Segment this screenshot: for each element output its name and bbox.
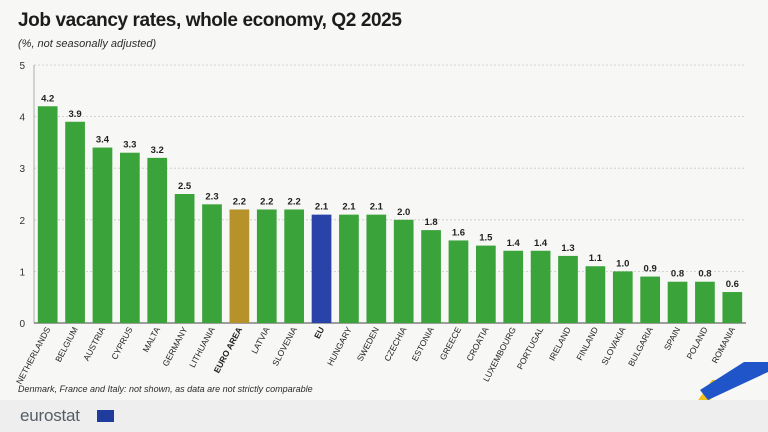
bar (366, 214, 387, 323)
data-label: 2.3 (205, 191, 218, 202)
data-label: 0.6 (726, 279, 739, 290)
bar (640, 276, 661, 323)
y-tick-label: 3 (19, 164, 25, 175)
bar (667, 281, 688, 323)
y-tick-label: 4 (19, 113, 25, 124)
data-label: 0.9 (644, 264, 657, 275)
data-label: 1.3 (561, 243, 574, 254)
y-tick-label: 1 (19, 267, 25, 278)
bar (174, 194, 195, 323)
data-label: 2.0 (397, 207, 410, 218)
data-label: 1.0 (616, 258, 629, 269)
bar (65, 121, 85, 323)
data-label: 3.3 (123, 140, 136, 151)
eurostat-logo: eurostat (20, 406, 80, 425)
corner-blue-stripe (700, 362, 768, 400)
data-label: 2.2 (260, 196, 273, 207)
footnote: Denmark, France and Italy: not shown, as… (18, 384, 313, 394)
footer-bar (0, 400, 768, 432)
data-label: 1.5 (479, 233, 493, 244)
bar (475, 245, 496, 323)
y-tick-label: 2 (19, 216, 25, 227)
data-label: 1.4 (507, 238, 521, 249)
bar (119, 152, 140, 323)
bar (311, 214, 332, 323)
bar (612, 271, 633, 323)
data-label: 3.2 (151, 145, 164, 156)
data-label: 0.8 (698, 269, 711, 280)
eu-flag-icon (97, 410, 114, 422)
bar (92, 147, 113, 323)
category-label: EU (312, 325, 326, 340)
bar (695, 281, 715, 323)
bar (722, 292, 743, 323)
bar (503, 250, 524, 323)
y-tick-label: 0 (19, 319, 25, 330)
bar-chart: 0123454.2NETHERLANDS3.9BELGIUM3.4AUSTRIA… (14, 61, 746, 386)
data-label: 2.5 (178, 181, 192, 192)
bar (37, 106, 58, 323)
data-label: 2.1 (315, 202, 329, 213)
data-label: 1.4 (534, 238, 548, 249)
data-label: 3.9 (68, 109, 81, 120)
data-label: 2.1 (342, 202, 356, 213)
bar (339, 214, 359, 323)
bar (284, 209, 305, 323)
bar (202, 204, 222, 323)
data-label: 0.8 (671, 269, 684, 280)
data-label: 2.2 (288, 196, 301, 207)
bar (256, 209, 277, 323)
data-label: 2.1 (370, 202, 384, 213)
bar (393, 219, 414, 323)
bar (558, 255, 578, 323)
data-label: 1.8 (424, 217, 437, 228)
bar (448, 240, 469, 323)
data-label: 4.2 (41, 93, 54, 104)
y-tick-label: 5 (19, 61, 25, 72)
data-label: 3.4 (96, 135, 110, 146)
chart-subtitle: (%, not seasonally adjusted) (18, 38, 157, 50)
bar (147, 157, 168, 323)
chart-title: Job vacancy rates, whole economy, Q2 202… (18, 10, 402, 31)
bar (229, 209, 250, 323)
data-label: 1.6 (452, 227, 465, 238)
bar (530, 250, 551, 323)
bar (421, 230, 441, 323)
bar (585, 266, 606, 323)
data-label: 2.2 (233, 196, 246, 207)
data-label: 1.1 (589, 253, 603, 264)
